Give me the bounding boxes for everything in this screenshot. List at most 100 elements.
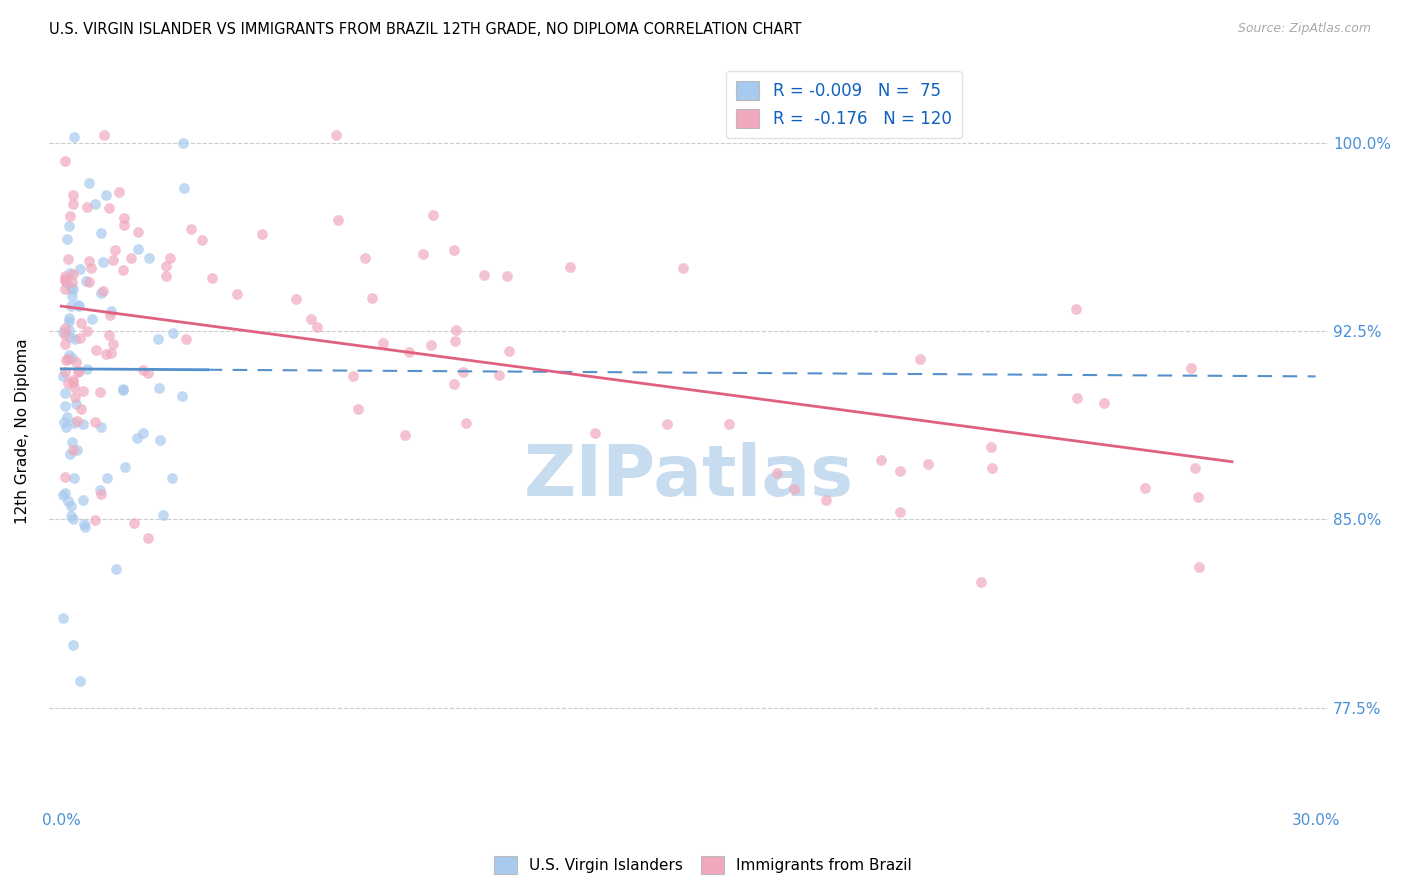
Point bbox=[354, 251, 377, 265]
Legend: R = -0.009   N =  75, R =  -0.176   N = 120: R = -0.009 N = 75, R = -0.176 N = 120 bbox=[725, 71, 962, 138]
Point bbox=[100, 346, 122, 360]
Text: ZIPatlas: ZIPatlas bbox=[523, 442, 853, 511]
Point bbox=[672, 260, 695, 275]
Point bbox=[76, 324, 98, 338]
Point bbox=[103, 337, 125, 351]
Point bbox=[91, 284, 114, 298]
Point bbox=[65, 397, 87, 411]
Point bbox=[63, 391, 86, 405]
Point bbox=[62, 129, 84, 144]
Point bbox=[1184, 460, 1206, 475]
Point bbox=[100, 304, 122, 318]
Point bbox=[62, 282, 84, 296]
Point bbox=[83, 197, 105, 211]
Point bbox=[70, 316, 93, 330]
Point bbox=[79, 254, 101, 268]
Point bbox=[77, 275, 100, 289]
Point bbox=[69, 262, 91, 277]
Point bbox=[59, 447, 82, 461]
Point bbox=[60, 289, 83, 303]
Point bbox=[62, 442, 84, 457]
Point bbox=[94, 188, 117, 202]
Point bbox=[149, 433, 172, 447]
Point bbox=[131, 362, 153, 376]
Point bbox=[55, 365, 77, 379]
Point bbox=[718, 417, 741, 431]
Point bbox=[980, 440, 1002, 454]
Point bbox=[422, 208, 444, 222]
Point bbox=[583, 425, 606, 440]
Point bbox=[1092, 396, 1115, 410]
Point bbox=[52, 488, 75, 502]
Point bbox=[59, 508, 82, 523]
Point bbox=[558, 260, 581, 274]
Point bbox=[72, 492, 94, 507]
Point bbox=[94, 347, 117, 361]
Point bbox=[91, 255, 114, 269]
Point bbox=[67, 299, 90, 313]
Point bbox=[398, 344, 420, 359]
Point bbox=[114, 459, 136, 474]
Point bbox=[62, 197, 84, 211]
Point bbox=[112, 263, 135, 277]
Point bbox=[56, 252, 79, 267]
Point bbox=[225, 286, 247, 301]
Point bbox=[454, 417, 477, 431]
Point bbox=[814, 493, 837, 508]
Point bbox=[77, 176, 100, 190]
Point bbox=[120, 251, 142, 265]
Point bbox=[56, 232, 79, 246]
Point bbox=[107, 185, 129, 199]
Point bbox=[55, 469, 77, 483]
Text: Source: ZipAtlas.com: Source: ZipAtlas.com bbox=[1237, 22, 1371, 36]
Point bbox=[59, 266, 82, 280]
Point bbox=[138, 251, 160, 265]
Point bbox=[112, 218, 135, 232]
Point bbox=[60, 351, 83, 366]
Point bbox=[62, 511, 84, 525]
Point bbox=[58, 323, 80, 337]
Point bbox=[155, 268, 177, 283]
Point bbox=[52, 415, 75, 429]
Point bbox=[104, 244, 127, 258]
Point bbox=[84, 513, 107, 527]
Point bbox=[307, 319, 329, 334]
Point bbox=[69, 330, 91, 344]
Point bbox=[172, 136, 194, 151]
Point bbox=[361, 291, 384, 305]
Point bbox=[80, 312, 103, 326]
Point bbox=[66, 414, 89, 428]
Point bbox=[51, 611, 73, 625]
Point bbox=[917, 457, 939, 471]
Point bbox=[53, 485, 76, 500]
Point bbox=[371, 336, 394, 351]
Point bbox=[55, 273, 77, 287]
Point bbox=[55, 281, 77, 295]
Point bbox=[58, 348, 80, 362]
Point bbox=[127, 432, 149, 446]
Point bbox=[472, 268, 495, 282]
Point bbox=[60, 434, 83, 449]
Point bbox=[191, 233, 214, 247]
Point bbox=[55, 410, 77, 425]
Point bbox=[159, 251, 181, 265]
Point bbox=[73, 517, 96, 532]
Point bbox=[980, 460, 1002, 475]
Point bbox=[60, 499, 83, 513]
Point bbox=[112, 211, 135, 226]
Point bbox=[112, 384, 135, 398]
Point bbox=[63, 416, 86, 430]
Point bbox=[62, 373, 84, 387]
Point bbox=[62, 267, 84, 281]
Point bbox=[148, 382, 170, 396]
Point bbox=[55, 321, 77, 335]
Point bbox=[444, 334, 467, 349]
Point bbox=[1133, 481, 1156, 495]
Point bbox=[89, 385, 111, 400]
Point bbox=[83, 415, 105, 429]
Point bbox=[136, 531, 159, 545]
Point bbox=[62, 471, 84, 485]
Point bbox=[657, 417, 679, 431]
Point bbox=[65, 354, 87, 368]
Point bbox=[90, 419, 112, 434]
